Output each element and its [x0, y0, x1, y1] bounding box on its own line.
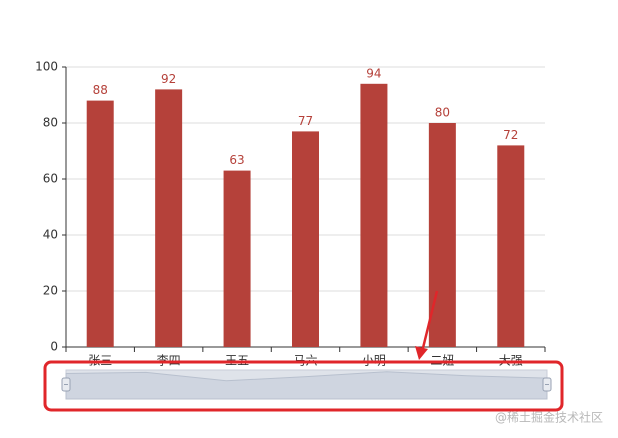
y-tick-label: 60: [43, 172, 58, 186]
bar: [86, 100, 114, 347]
zoom-shadow: [65, 371, 548, 400]
value-label: 88: [93, 83, 108, 97]
x-tick-label: 李四: [157, 353, 181, 368]
y-tick-label: 20: [43, 284, 58, 298]
bar: [223, 170, 251, 347]
highlight-box: [43, 360, 564, 412]
bar: [155, 89, 183, 348]
value-label: 92: [161, 72, 176, 86]
value-label: 94: [366, 66, 381, 80]
value-label: 80: [435, 106, 450, 120]
bar: [497, 145, 525, 347]
value-label: 72: [503, 128, 518, 142]
value-label: 77: [298, 114, 313, 128]
watermark: @稀土掘金技术社区: [495, 410, 603, 425]
arrow-shaft: [420, 290, 439, 353]
bar: [360, 83, 388, 348]
y-tick-label: 80: [43, 116, 58, 130]
bar: [428, 123, 456, 347]
arrow-head: [415, 346, 428, 360]
y-tick-label: 0: [50, 340, 58, 354]
y-tick-label: 100: [35, 60, 58, 74]
bar: [292, 131, 319, 347]
value-label: 63: [229, 153, 244, 167]
y-tick-label: 40: [43, 228, 58, 242]
